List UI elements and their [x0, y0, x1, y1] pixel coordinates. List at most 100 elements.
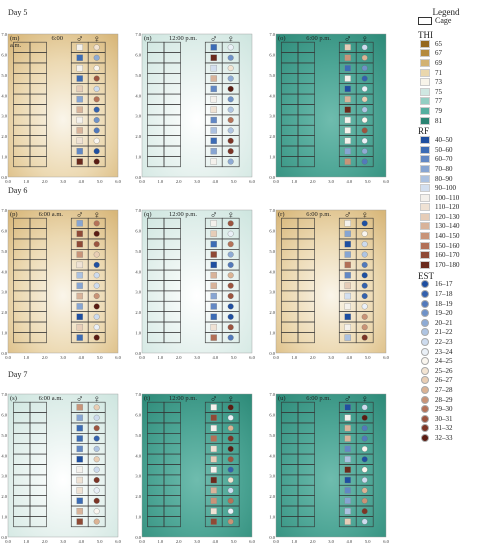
x-tick-label: 4.0: [79, 355, 85, 360]
rf-cell: [210, 75, 217, 82]
rf-cell: [344, 251, 351, 258]
legend-rf-item: 120–130: [412, 212, 474, 222]
rf-cell: [344, 414, 351, 421]
legend-rf-item: 140–150: [412, 231, 474, 241]
est-marker: [361, 445, 368, 452]
female-symbol: ♀: [93, 210, 101, 221]
rf-cell: [76, 303, 83, 310]
day-7-label: Day 7: [8, 370, 28, 379]
panel-background: [275, 209, 387, 354]
rf-cell: [344, 240, 351, 248]
x-tick-label: 5.0: [231, 539, 237, 544]
panel-time: 12:00 p.m.: [169, 395, 197, 402]
y-tick-label: 1.0: [269, 515, 275, 520]
x-tick-label: 5.0: [231, 355, 237, 360]
y-tick-label: 7.0: [135, 208, 141, 213]
est-marker: [361, 466, 368, 473]
legend-est-label: 16–17: [435, 280, 453, 289]
legend-rf-item: 90–100: [412, 183, 474, 193]
legend-rf-swatch: [420, 174, 430, 183]
est-marker: [93, 85, 100, 92]
legend-est-swatch: [421, 405, 429, 414]
legend-rf-swatch: [420, 184, 430, 193]
x-tick-label: 3.0: [328, 539, 334, 544]
est-marker: [93, 261, 100, 268]
rf-cell: [210, 508, 217, 515]
x-tick-label: 6.0: [249, 355, 255, 360]
rf-cell: [210, 324, 217, 331]
rf-cell: [210, 64, 217, 72]
legend-est-label: 26–27: [435, 376, 453, 385]
rf-cell: [210, 334, 217, 341]
legend-rf-swatch: [420, 164, 430, 173]
est-marker: [93, 477, 100, 484]
rf-cell: [210, 466, 217, 473]
panel-id: (m): [10, 35, 19, 42]
y-tick-label: 2.0: [1, 134, 7, 139]
legend-thi-label: 81: [435, 116, 442, 125]
est-marker: [227, 456, 234, 463]
x-tick-label: 2.0: [310, 355, 316, 360]
est-marker: [361, 127, 368, 134]
est-marker: [361, 85, 368, 92]
est-marker: [93, 158, 100, 165]
panel-q: 0.0 1.0 2.0 3.0 4.0 5.0 6.0 7.0 0.0 1.0 2.0 3.0 4.0 5…: [135, 208, 255, 360]
legend-thi-swatch: [420, 39, 430, 48]
est-marker: [227, 272, 234, 279]
legend-thi-item: 73: [412, 77, 474, 87]
y-tick-label: 5.0: [269, 249, 275, 254]
y-tick-label: 2.0: [135, 310, 141, 315]
rf-cell: [344, 518, 351, 525]
rf-cell: [344, 64, 351, 72]
rf-cell: [210, 518, 217, 525]
panel-time: 6:00 p.m.: [306, 35, 331, 42]
x-tick-label: 5.0: [365, 355, 371, 360]
est-marker: [93, 127, 100, 134]
x-tick-label: 2.0: [42, 179, 48, 184]
rf-cell: [344, 85, 351, 93]
panel-id: (o): [278, 35, 286, 42]
panel-id: (n): [144, 35, 152, 42]
rf-cell: [344, 75, 351, 82]
est-marker: [361, 261, 368, 268]
y-tick-label: 3.0: [135, 114, 141, 119]
est-marker: [93, 137, 100, 144]
panel-time: 6:00 p.m.: [306, 395, 331, 402]
y-tick-label: 2.0: [1, 494, 7, 499]
panel-o: 0.0 1.0 2.0 3.0 4.0 5.0 6.0 7.0 0.0 1.0 2.0 3.0 4.0 5…: [269, 32, 389, 184]
rf-cell: [344, 292, 351, 300]
legend-est-swatch: [421, 338, 429, 347]
legend-rf-swatch: [420, 260, 430, 269]
legend-thi-swatch: [420, 58, 430, 67]
y-tick-label: 6.0: [135, 228, 141, 233]
legend-thi-item: 69: [412, 58, 474, 68]
est-marker: [227, 75, 234, 82]
x-tick-label: 3.0: [194, 539, 200, 544]
rf-cell: [210, 127, 217, 134]
y-tick-label: 7.0: [1, 32, 7, 37]
legend-thi-swatch: [420, 87, 430, 96]
y-tick-label: 0.0: [1, 535, 7, 540]
legend-est-swatch: [421, 424, 429, 433]
x-tick-label: 3.0: [328, 179, 334, 184]
rf-cell: [76, 404, 83, 411]
legend-est-label: 25–26: [435, 366, 453, 375]
y-tick-label: 7.0: [269, 32, 275, 37]
est-marker: [93, 282, 100, 289]
legend-rf-swatch: [420, 203, 430, 212]
rf-cell: [76, 292, 83, 300]
legend-est-item: 19–20: [412, 308, 474, 318]
y-tick-label: 3.0: [135, 290, 141, 295]
legend-rf-label: 40–50: [435, 136, 453, 145]
legend-rf-list: 40–50 50–60 60–70 70–80 80–90 90–100 100–110 11…: [412, 135, 474, 269]
legend-thi-swatch: [420, 106, 430, 115]
est-marker: [361, 435, 368, 442]
legend-rf-swatch: [420, 193, 430, 202]
legend-rf-swatch: [420, 136, 430, 145]
est-marker: [93, 241, 100, 248]
y-tick-label: 6.0: [1, 228, 7, 233]
cage: [297, 156, 315, 168]
legend-thi-swatch: [420, 68, 430, 77]
female-symbol: ♀: [361, 210, 369, 221]
y-tick-label: 0.0: [269, 535, 275, 540]
